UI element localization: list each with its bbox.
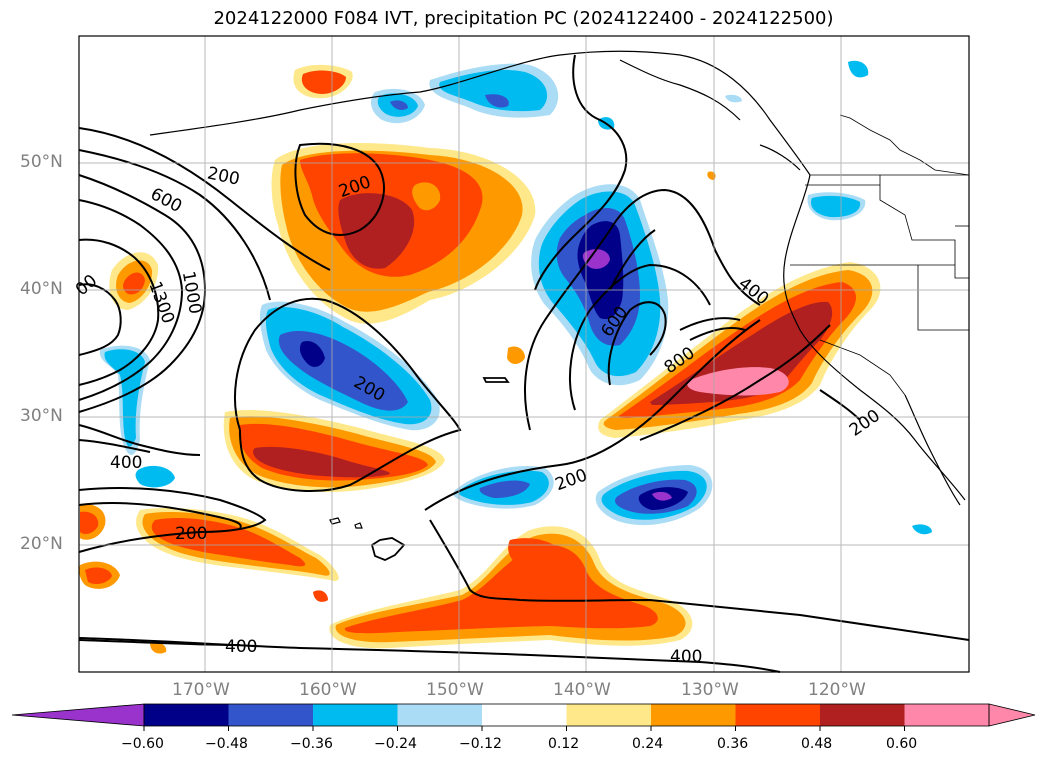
colorbar-tick: 0.12 bbox=[548, 736, 580, 752]
colorbar-tick: −0.48 bbox=[205, 736, 248, 752]
lat-label-30n: 30°N bbox=[20, 406, 63, 426]
colorbar-tick: −0.12 bbox=[459, 736, 502, 752]
lon-label-140w: 140°W bbox=[553, 680, 611, 700]
colorbar-tick: −0.24 bbox=[374, 736, 417, 752]
map-title: 2024122000 F084 IVT, precipitation PC (2… bbox=[213, 8, 834, 29]
colorbar-tick: −0.60 bbox=[121, 736, 164, 752]
colorbar-tick: 0.60 bbox=[886, 736, 918, 752]
colorbar-tick: 0.48 bbox=[801, 736, 833, 752]
precip-fields bbox=[79, 60, 932, 654]
colorbar-high-extend bbox=[988, 703, 1036, 727]
contour-label: 400 bbox=[110, 453, 142, 473]
state-borders bbox=[790, 114, 970, 396]
graticule bbox=[79, 36, 969, 672]
lon-label-130w: 130°W bbox=[681, 680, 739, 700]
contour-label: 400 bbox=[670, 647, 702, 667]
lat-label-40n: 40°N bbox=[20, 279, 63, 299]
lon-label-160w: 160°W bbox=[299, 680, 357, 700]
lat-label-20n: 20°N bbox=[20, 534, 63, 554]
lon-label-150w: 150°W bbox=[426, 680, 484, 700]
colorbar bbox=[11, 703, 1036, 731]
lat-label-50n: 50°N bbox=[20, 152, 63, 172]
colorbar-low-extend bbox=[11, 703, 145, 727]
contour-label: 200 bbox=[175, 524, 207, 544]
colorbar-tick: 0.36 bbox=[717, 736, 749, 752]
lon-label-170w: 170°W bbox=[172, 680, 230, 700]
map-frame bbox=[78, 35, 970, 673]
lon-label-120w: 120°W bbox=[808, 680, 866, 700]
colorbar-tick: 0.24 bbox=[632, 736, 664, 752]
ivt-contours bbox=[78, 54, 970, 673]
contour-label: 400 bbox=[225, 637, 257, 657]
colorbar-tick: −0.36 bbox=[290, 736, 333, 752]
coastlines bbox=[149, 50, 966, 561]
